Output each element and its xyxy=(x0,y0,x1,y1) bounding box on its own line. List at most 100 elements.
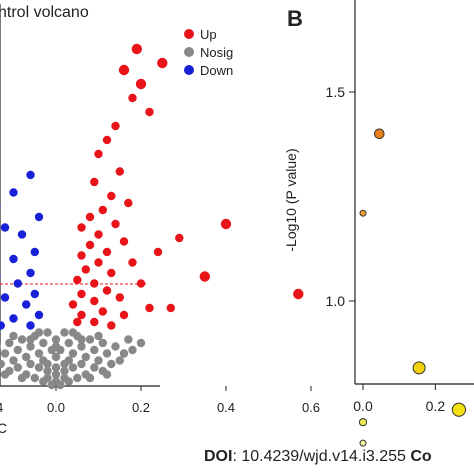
volcano-point-up xyxy=(107,191,116,201)
volcano-point-down xyxy=(0,204,1,209)
legend-marker-nosig xyxy=(184,47,194,57)
volcano-point-nosig xyxy=(51,363,61,372)
volcano-point-nosig xyxy=(102,349,112,358)
volcano-plot-title: ntrol volcano xyxy=(0,4,89,21)
volcano-point-nosig xyxy=(0,359,5,369)
volcano-point-up xyxy=(68,300,78,309)
volcano-point-up xyxy=(81,265,91,274)
volcano-point-nosig xyxy=(0,344,1,349)
volcano-x-axis-label: C xyxy=(0,420,7,436)
volcano-point-nosig xyxy=(68,349,78,358)
volcano-point-nosig xyxy=(26,342,35,351)
volcano-point-up xyxy=(175,233,184,243)
volcano-point-down xyxy=(26,321,35,330)
volcano-point-up xyxy=(90,317,99,327)
volcano-x-tick-label: 0.4 xyxy=(217,400,235,415)
volcano-point-up xyxy=(107,268,116,278)
bubble-y-axis-label: -Log10 (P value) xyxy=(283,148,299,251)
volcano-point-down xyxy=(0,223,10,232)
volcano-point-up xyxy=(131,43,142,55)
volcano-point-up xyxy=(90,296,99,306)
volcano-point-down xyxy=(9,314,18,323)
volcano-point-nosig xyxy=(43,328,52,337)
cropped-text-fragment: Co xyxy=(410,448,432,465)
panel-b-label: B xyxy=(287,6,303,31)
volcano-point-up xyxy=(166,303,175,313)
bubble-point xyxy=(412,361,426,375)
volcano-point-up xyxy=(94,258,103,267)
volcano-point-up xyxy=(111,121,120,131)
volcano-x-tick-label: 0.2 xyxy=(132,400,150,415)
volcano-point-up xyxy=(220,218,232,230)
volcano-point-nosig xyxy=(0,349,10,358)
volcano-point-nosig xyxy=(51,342,61,351)
volcano-point-up xyxy=(135,78,147,90)
volcano-point-up xyxy=(85,240,95,250)
volcano-point-up xyxy=(98,205,108,215)
volcano-point-up xyxy=(115,293,125,302)
volcano-point-nosig xyxy=(85,335,95,344)
volcano-point-up xyxy=(102,135,112,145)
doi-citation: DOI: 10.4239/wjd.v14.i3.255 Co xyxy=(204,448,432,466)
volcano-point-nosig xyxy=(94,356,103,365)
volcano-point-nosig xyxy=(30,373,39,383)
volcano-point-up xyxy=(77,289,86,299)
volcano-point-up xyxy=(98,307,108,316)
volcano-point-nosig xyxy=(22,352,31,362)
volcano-point-nosig xyxy=(115,356,125,365)
volcano-point-up xyxy=(90,279,99,288)
volcano-point-up xyxy=(73,317,82,327)
legend-label-up: Up xyxy=(200,27,217,42)
volcano-point-down xyxy=(9,254,18,264)
legend-label-nosig: Nosig xyxy=(200,45,233,60)
bubble-point xyxy=(359,439,367,447)
volcano-point-nosig xyxy=(81,352,91,362)
volcano-point-nosig xyxy=(90,363,99,372)
volcano-point-nosig xyxy=(43,366,52,376)
volcano-point-nosig xyxy=(119,349,129,358)
volcano-point-up xyxy=(77,310,86,320)
volcano-point-nosig xyxy=(68,363,78,372)
bubble-x-ticks-group: 0.0 0.2 xyxy=(353,384,445,414)
volcano-point-down xyxy=(30,247,39,257)
volcano-point-nosig xyxy=(60,328,69,337)
volcano-point-up xyxy=(119,237,129,246)
volcano-point-down xyxy=(26,268,35,278)
bubble-point xyxy=(359,209,367,217)
volcano-point-nosig xyxy=(111,342,120,351)
volcano-x-ticks-group: -0.20.00.20.40.6 xyxy=(47,386,320,415)
volcano-point-nosig xyxy=(26,359,35,369)
volcano-point-up xyxy=(102,286,112,295)
volcano-point-down xyxy=(0,274,1,279)
volcano-point-down xyxy=(0,293,10,302)
volcano-point-up xyxy=(111,219,120,229)
doi-label: DOI xyxy=(204,448,233,465)
volcano-point-nosig xyxy=(39,338,48,348)
volcano-legend: Up Nosig Down xyxy=(184,27,233,78)
legend-marker-up xyxy=(184,29,194,39)
volcano-point-up xyxy=(77,251,86,260)
volcano-point-nosig xyxy=(77,335,86,344)
volcano-point-nosig xyxy=(13,363,22,372)
volcano-point-nosig xyxy=(98,338,108,348)
volcano-point-nosig xyxy=(56,380,65,390)
volcano-point-nosig xyxy=(68,328,78,337)
volcano-point-nosig xyxy=(64,377,74,386)
volcano-point-down xyxy=(34,310,44,320)
volcano-point-nosig xyxy=(64,338,74,348)
volcano-point-up xyxy=(85,212,95,222)
volcano-point-up xyxy=(145,303,154,313)
volcano-point-up xyxy=(124,198,133,208)
volcano-point-down xyxy=(9,188,18,197)
volcano-point-nosig xyxy=(17,373,27,383)
volcano-point-up xyxy=(199,271,210,282)
volcano-point-up xyxy=(145,107,154,117)
legend-label-down: Down xyxy=(200,63,233,78)
volcano-point-nosig xyxy=(17,335,27,344)
volcano-point-nosig xyxy=(43,359,52,369)
volcano-point-nosig xyxy=(73,373,82,383)
volcano-point-down xyxy=(22,300,31,309)
volcano-point-nosig xyxy=(124,335,133,344)
volcano-point-up xyxy=(119,310,129,320)
